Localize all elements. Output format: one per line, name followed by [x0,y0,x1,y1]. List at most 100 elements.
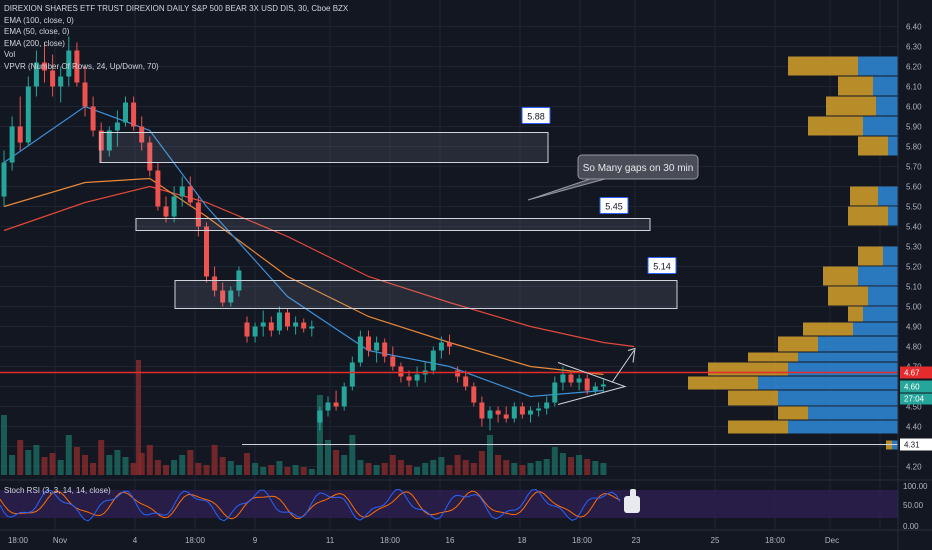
stoch-tick: 0.00 [903,522,919,531]
price-tick: 5.60 [906,183,922,192]
volume-bar [478,451,485,475]
volume-bar [592,461,599,475]
price-label-box [521,107,551,124]
volume-bar [568,457,574,475]
vpvr-down-bar [788,56,858,76]
candle-body [66,50,72,77]
volume-bar [535,461,542,475]
volume-bar [470,463,477,475]
vpvr-down-bar [828,286,868,306]
candle-body [357,336,363,363]
candle-body [576,378,582,383]
indicator-vol[interactable]: Vol [4,50,16,59]
stoch-k-line [0,489,621,522]
price-tick: 4.80 [906,343,922,352]
candle-body [147,142,153,171]
volume-bar [136,360,141,475]
stoch-d-line [0,490,621,520]
vpvr-down-bar [688,376,758,390]
volume-bar [308,469,315,475]
candle-body [187,186,193,203]
vpvr-down-bar [778,336,818,352]
volume-bar [130,463,137,475]
candle-body [471,386,477,403]
volume-bar [98,440,105,475]
volume-bar [406,465,412,475]
indicator-ema100[interactable]: EMA (100, close, 0) [4,15,74,25]
vpvr-down-bar [728,390,778,406]
volume-bar [519,465,526,475]
volume-bar [154,460,161,475]
candle-body [228,290,234,303]
candle-body [366,336,371,351]
candle-body [285,312,290,327]
volume-bar [106,455,113,475]
candle-body [406,376,412,381]
candle-body [163,206,169,217]
candle-body [260,322,266,327]
price-tick: 5.30 [906,243,922,252]
volume-bar [341,455,348,475]
volume-bar [446,465,453,475]
gap-box [99,132,549,163]
annotations[interactable]: 5.88 5.45 5.14 So Many gaps on 30 min [0,107,898,445]
volume-bar [397,460,404,475]
volume-bar [438,457,445,475]
price-tick: 5.80 [906,143,922,152]
candle-body [1,162,7,197]
candle-body [25,86,31,143]
ema200-line [3,185,604,344]
vpvr-down-bar [808,116,863,136]
volume-bar [211,445,218,475]
candle-body [17,126,23,143]
stoch-rsi-label[interactable]: Stoch RSI (3, 3, 14, 14, close) [4,486,111,495]
time-tick: Nov [53,536,67,545]
volume-bar [325,440,331,475]
candle-body [382,342,388,357]
volume-bar [462,460,469,475]
volume-bar [82,455,88,475]
candle-body [98,130,104,151]
stoch-rsi-pane [0,479,932,522]
candles[interactable] [1,36,606,431]
volume-bar [90,463,97,475]
candle-body [155,170,161,207]
red-line-label: 4.67 [904,369,920,378]
countdown-bg [900,393,932,405]
time-tick: 18:00 [8,536,29,545]
candle-body [374,342,380,351]
price-tick: 5.70 [906,163,922,172]
candle-body [268,322,274,331]
vpvr-up-bar [853,322,898,336]
indicator-vpvr[interactable]: VPVR (Number Of Rows, 24, Up/Down, 70) [4,61,159,71]
candle-body [495,410,501,415]
gap-box [135,218,651,231]
volume-bar [503,460,510,475]
volume-bar [357,460,364,475]
vpvr-down-bar [826,96,876,116]
indicator-ema200[interactable]: EMA (200, close) [4,38,65,48]
arrow-head [627,347,636,363]
thumbs-up-icon [624,496,640,513]
candle-body [487,410,493,419]
candle-body [349,362,355,387]
volume-bar [349,435,356,475]
volume-bar [9,455,16,475]
candle-body [455,370,461,377]
candle-body [536,408,542,411]
volume-bar [430,460,437,475]
volume-bar [179,455,186,475]
time-tick: Dec [825,536,839,545]
candle-body [82,82,88,107]
indicator-legend: DIREXION SHARES ETF TRUST DIREXION DAILY… [4,3,348,72]
volume-bar [576,455,583,475]
candle-body [430,350,436,371]
price-label-box [599,197,629,214]
vpvr-up-bar [876,96,898,116]
thumbs-up-icon [630,489,636,499]
indicator-ema50[interactable]: EMA (50, close, 0) [4,27,70,36]
volume-bar [114,450,121,475]
vpvr-up-bar [758,376,898,390]
projection-arrow [611,350,635,383]
